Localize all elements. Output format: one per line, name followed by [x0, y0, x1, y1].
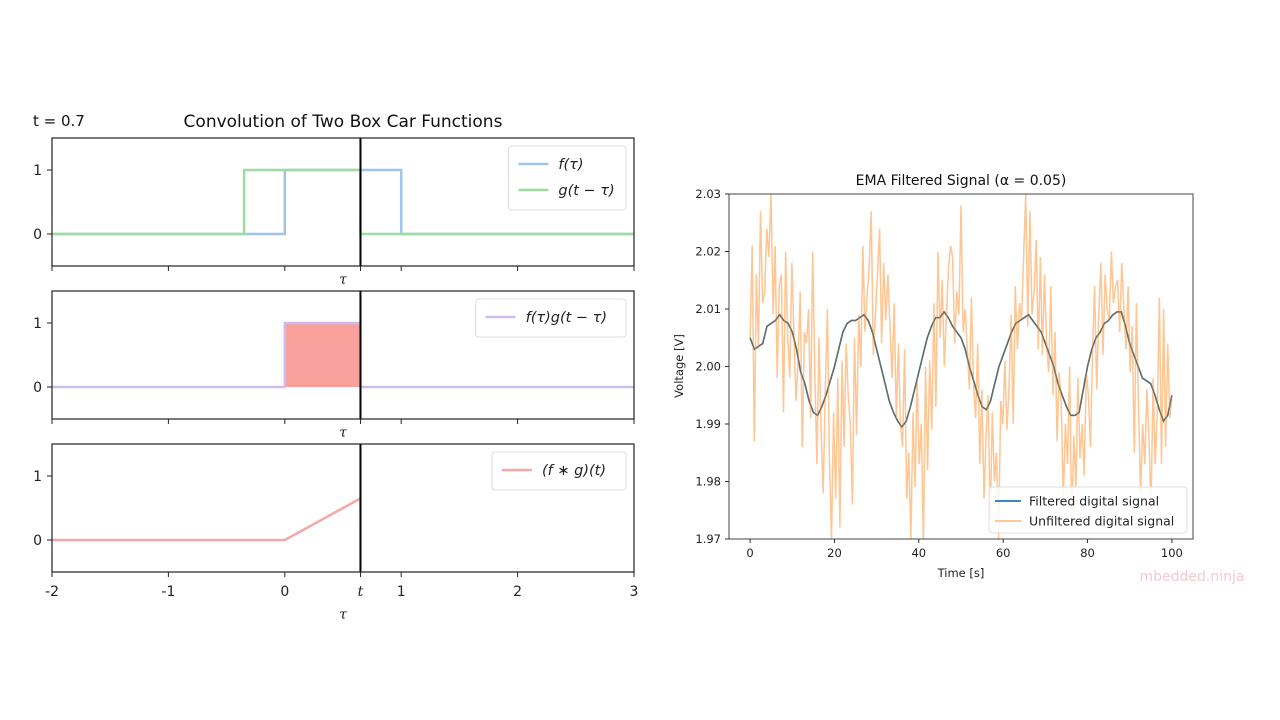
y-tick-label: 0	[33, 533, 42, 549]
ema-x-tick-label: 40	[911, 546, 926, 560]
x-tick-label: 3	[630, 584, 639, 600]
ema-y-tick-label: 2.01	[695, 302, 721, 316]
ema-x-tick-label: 20	[827, 546, 842, 560]
legend: (f ∗ g)(t)	[491, 451, 627, 491]
filtered-signal-overlay	[749, 310, 1173, 429]
ema-y-tick-label: 1.98	[695, 475, 721, 489]
ema-y-tick-label: 1.99	[695, 417, 721, 431]
series-line-convolution-0	[52, 497, 362, 542]
watermark: mbedded.ninja	[1140, 569, 1245, 585]
y-tick-label: 1	[33, 316, 42, 332]
ema-figure: EMA Filtered Signal (α = 0.05) 1.971.981…	[672, 173, 1194, 580]
legend-box	[491, 451, 627, 491]
ema-x-tick-label: 60	[996, 546, 1011, 560]
legend-label: f(τ)	[558, 157, 583, 173]
y-tick-label: 0	[33, 227, 42, 243]
legend-label: (f ∗ g)(t)	[542, 463, 606, 479]
y-tick-label: 1	[33, 469, 42, 485]
panel-boxcars: 0 1 τ f(τ) g(t − τ)	[33, 137, 635, 288]
legend: f(τ) g(t − τ)	[507, 145, 627, 211]
panel-product: 0 1 τ f(τ)g(t − τ)	[33, 290, 635, 441]
x-axis-label: τ	[339, 272, 347, 288]
ema-y-axis-label: Voltage [V]	[672, 334, 686, 398]
ema-plot-area: 1.97 1.98 1.99 2.00 2.01 2.02 2.03 0 20 40 60 80 100…	[695, 187, 1194, 560]
ema-x-tick-label: 0	[746, 546, 753, 560]
axes-frame	[51, 443, 635, 573]
ema-legend-label: Filtered digital signal	[1029, 494, 1159, 509]
ema-y-tick-label: 2.00	[695, 360, 721, 374]
convolution-title: Convolution of Two Box Car Functions	[184, 112, 503, 132]
convolution-figure: t = 0.7 Convolution of Two Box Car Funct…	[33, 112, 638, 623]
series-line-product-0	[52, 321, 634, 389]
ema-legend: Filtered digital signal Unfiltered digita…	[988, 486, 1188, 534]
legend: f(τ)g(t − τ)	[475, 298, 627, 338]
axes-frame	[51, 137, 635, 267]
series-line-boxcars-1	[52, 168, 634, 236]
ema-series-group	[749, 194, 1173, 539]
axes-frame	[51, 290, 635, 420]
legend-label: g(t − τ)	[558, 183, 614, 199]
legend-box	[507, 145, 627, 211]
ema-title: EMA Filtered Signal (α = 0.05)	[856, 173, 1067, 189]
ema-x-tick-label: 80	[1080, 546, 1095, 560]
ema-y-tick-label: 2.02	[695, 245, 721, 259]
legend-label: f(τ)g(t − τ)	[526, 310, 607, 326]
ema-legend-label: Unfiltered digital signal	[1029, 514, 1174, 529]
y-tick-label: 1	[33, 163, 42, 179]
ema-y-tick-label: 2.03	[695, 187, 721, 201]
panel-convolution: 0 1 -2 -1 0 t 1 2 3 τ (f ∗ g)(t)	[33, 443, 639, 623]
t-annotation: t = 0.7	[33, 112, 85, 130]
x-tick-label: -2	[45, 584, 59, 600]
y-tick-label: 0	[33, 380, 42, 396]
x-axis-label: τ	[339, 425, 347, 441]
ema-x-axis-label: Time [s]	[937, 566, 985, 580]
legend-box	[475, 298, 627, 338]
product-area-fill	[284, 323, 361, 387]
x-tick-label: t	[358, 584, 364, 600]
ema-legend-box	[988, 486, 1188, 534]
x-tick-label: -1	[161, 584, 175, 600]
ema-x-tick-label: 100	[1161, 546, 1183, 560]
x-tick-label: 0	[280, 584, 289, 600]
unfiltered-signal-line	[749, 194, 1173, 539]
x-tick-label: 2	[513, 584, 522, 600]
x-axis-label: τ	[339, 607, 347, 623]
x-tick-label: 1	[397, 584, 406, 600]
ema-y-tick-label: 1.97	[695, 532, 721, 546]
